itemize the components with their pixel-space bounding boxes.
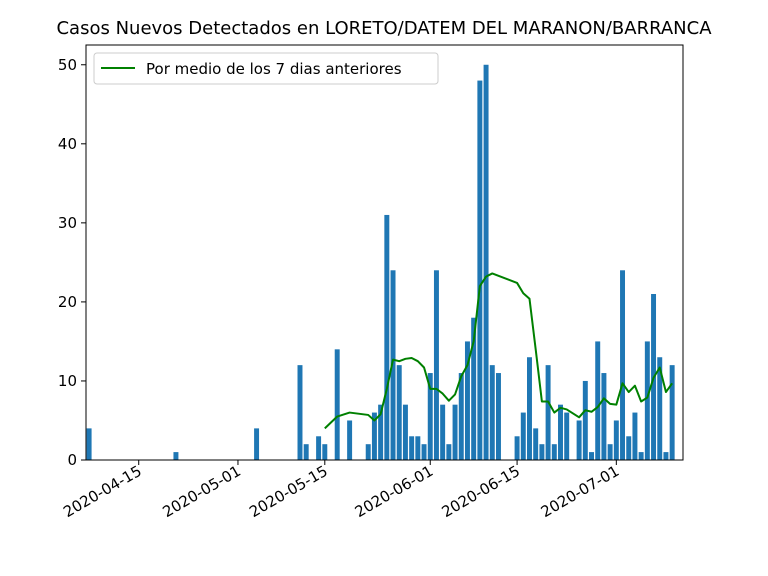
moving-average-line — [324, 272, 673, 430]
plot-frame — [85, 44, 684, 461]
legend-box — [93, 52, 439, 85]
bar — [409, 436, 415, 460]
legend-entry: Por medio de los 7 dias anteriores — [146, 60, 402, 78]
bar — [589, 452, 594, 460]
bar — [644, 341, 650, 460]
bar — [669, 365, 675, 460]
bar — [86, 428, 92, 460]
bar — [396, 365, 402, 460]
bar — [378, 404, 384, 460]
bar — [564, 412, 570, 460]
bar — [607, 444, 613, 460]
bar — [483, 64, 489, 460]
bar — [514, 436, 520, 460]
bar — [402, 404, 408, 460]
bar — [582, 380, 588, 460]
bar — [545, 365, 551, 460]
bar — [427, 373, 433, 460]
bar — [433, 270, 439, 460]
bar — [539, 444, 545, 460]
bar — [638, 452, 644, 460]
y-axis: 0 10 20 30 40 50 — [58, 56, 86, 469]
bar — [365, 444, 371, 460]
bar — [303, 444, 309, 460]
bar — [384, 214, 390, 460]
bar — [613, 420, 619, 460]
bar — [173, 452, 179, 460]
bar — [527, 357, 532, 460]
bar — [489, 365, 495, 460]
bar — [558, 404, 563, 460]
bar — [415, 436, 421, 460]
bar — [471, 317, 477, 460]
y-tick-label: 50 — [58, 56, 77, 74]
bar — [595, 341, 601, 460]
legend: Por medio de los 7 dias anteriores — [93, 52, 439, 85]
bar — [458, 373, 464, 460]
bar — [551, 444, 557, 460]
y-tick-label: 40 — [58, 135, 77, 153]
bar — [452, 404, 458, 460]
bar — [663, 452, 669, 460]
bar — [297, 365, 303, 460]
bar — [576, 420, 582, 460]
bars — [86, 64, 675, 461]
y-tick-label: 20 — [58, 293, 77, 311]
bar — [626, 436, 632, 460]
bar — [464, 341, 470, 460]
bar — [533, 428, 539, 460]
bar — [440, 404, 446, 460]
bar — [601, 373, 607, 460]
bar — [620, 270, 626, 460]
bar — [322, 444, 328, 460]
bar — [390, 270, 396, 460]
bar — [632, 412, 638, 460]
bar — [334, 349, 340, 460]
bar — [347, 420, 353, 460]
bar — [446, 444, 452, 460]
bar — [477, 80, 483, 461]
moving-average-series — [324, 272, 673, 430]
bar — [495, 373, 501, 460]
bar — [371, 412, 377, 460]
bar — [520, 412, 526, 460]
y-tick-label: 0 — [67, 451, 77, 469]
y-tick-label: 10 — [58, 372, 77, 390]
chart-title: Casos Nuevos Detectados en LORETO/DATEM … — [56, 18, 712, 39]
bar — [421, 444, 427, 460]
y-tick-label: 30 — [58, 214, 77, 232]
bar — [254, 428, 260, 460]
bar — [316, 436, 322, 460]
bar — [657, 357, 663, 460]
